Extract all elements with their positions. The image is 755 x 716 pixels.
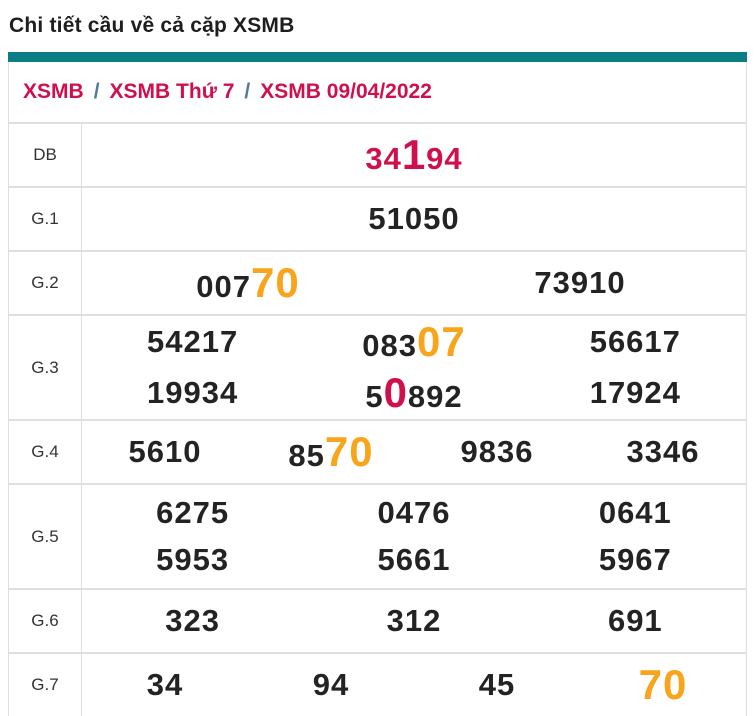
breadcrumb-separator: /	[244, 80, 251, 103]
prize-number: 34194	[82, 131, 746, 179]
prize-number: 70	[580, 661, 746, 709]
prize-number: 5967	[525, 542, 746, 578]
digits: 54217	[147, 324, 239, 360]
prize-number: 0641	[525, 495, 746, 531]
highlighted-digits: 0	[383, 368, 408, 416]
digits: 5610	[128, 434, 202, 469]
digits: 56617	[589, 324, 681, 360]
row-label: G.4	[9, 421, 82, 483]
row-label: G.1	[9, 188, 82, 250]
highlighted-digits: 07	[417, 318, 466, 366]
accent-bar	[8, 52, 747, 62]
row-label: G.7	[9, 654, 82, 716]
digits: 34	[146, 667, 184, 702]
digits: 083	[362, 328, 417, 364]
digits: 323	[165, 603, 221, 638]
row-label: G.3	[9, 316, 82, 419]
breadcrumb-link-xsmb-date[interactable]: XSMB 09/04/2022	[260, 80, 432, 103]
row-numbers: 00770 73910	[82, 252, 746, 314]
digits: 34	[365, 141, 402, 176]
table-row: G.2 00770 73910	[9, 250, 746, 314]
digits: 85	[288, 438, 325, 473]
row-numbers: 54217 08307 56617 19934 50892 17924	[82, 316, 746, 419]
prize-number: 0476	[303, 495, 524, 531]
digits: 892	[407, 378, 463, 414]
prize-number: 5610	[82, 434, 248, 470]
row-numbers: 34194	[82, 124, 746, 186]
row-numbers: 34 94 45 70	[82, 654, 746, 716]
table-row: G.1 51050	[9, 186, 746, 250]
row-label: G.5	[9, 485, 82, 588]
digits: 3346	[626, 434, 700, 469]
prize-number: 56617	[525, 324, 746, 360]
highlighted-digits: 70	[638, 661, 688, 708]
digits: 691	[607, 603, 663, 638]
prize-number: 691	[525, 603, 746, 639]
digits: 94	[312, 667, 350, 702]
table-row: G.5 6275 0476 0641 5953 5661 5967	[9, 483, 746, 588]
row-numbers: 323 312 691	[82, 590, 746, 652]
highlighted-digits: 70	[324, 428, 374, 475]
digits: 94	[426, 141, 463, 176]
prize-number: 08307	[303, 318, 524, 366]
row-numbers: 51050	[82, 188, 746, 250]
breadcrumb-link-xsmb-thu7[interactable]: XSMB Thứ 7	[109, 80, 235, 103]
digits: 0641	[598, 495, 672, 531]
digits: 5	[365, 378, 384, 414]
prize-number: 51050	[82, 201, 746, 237]
prize-number: 17924	[525, 375, 746, 411]
table-row: DB 34194	[9, 122, 746, 186]
prize-number: 54217	[82, 324, 303, 360]
prize-table-body: DB 34194 G.1 51050 G.2 00770 73910 G.3 54217 0830…	[9, 122, 746, 716]
digits: 45	[478, 667, 516, 702]
digits: 0476	[377, 495, 451, 531]
digits: 312	[386, 603, 442, 638]
digits: 5953	[156, 541, 230, 577]
prize-number: 323	[82, 603, 303, 639]
prize-number: 8570	[248, 428, 414, 476]
row-label: G.6	[9, 590, 82, 652]
prize-number: 94	[248, 667, 414, 703]
prize-number: 6275	[82, 495, 303, 531]
table-row: G.3 54217 08307 56617 19934 50892 17924	[9, 314, 746, 419]
prize-number: 50892	[303, 369, 524, 417]
page-title: Chi tiết cầu về cả cặp XSMB	[9, 14, 295, 37]
row-numbers: 6275 0476 0641 5953 5661 5967	[82, 485, 746, 588]
table-row: G.4 5610 8570 9836 3346	[9, 419, 746, 483]
prize-number: 5953	[82, 542, 303, 578]
highlighted-digits: 70	[251, 259, 300, 306]
table-row: G.7 34 94 45 70	[9, 652, 746, 716]
digits: 51050	[368, 201, 460, 236]
prize-number: 19934	[82, 375, 303, 411]
row-numbers: 5610 8570 9836 3346	[82, 421, 746, 483]
digits: 5967	[598, 541, 672, 577]
breadcrumb-separator: /	[93, 80, 100, 103]
breadcrumb-link-xsmb[interactable]: XSMB	[23, 80, 84, 103]
breadcrumb: XSMB / XSMB Thứ 7 / XSMB 09/04/2022	[9, 62, 746, 122]
prize-number: 00770	[82, 259, 414, 307]
digits: 19934	[147, 374, 239, 410]
digits: 6275	[156, 495, 230, 531]
prize-number: 9836	[414, 434, 580, 470]
prize-number: 312	[303, 603, 524, 639]
row-label: G.2	[9, 252, 82, 314]
highlighted-digits: 1	[401, 131, 427, 178]
digits: 73910	[534, 265, 626, 300]
prize-number: 73910	[414, 265, 746, 301]
row-label: DB	[9, 124, 82, 186]
prize-number: 5661	[303, 542, 524, 578]
digits: 007	[196, 269, 251, 304]
prize-number: 45	[414, 667, 580, 703]
results-panel: XSMB / XSMB Thứ 7 / XSMB 09/04/2022 DB 34…	[8, 52, 747, 716]
prize-number: 34	[82, 667, 248, 703]
digits: 5661	[377, 541, 451, 577]
table-row: G.6 323 312 691	[9, 588, 746, 652]
prize-number: 3346	[580, 434, 746, 470]
digits: 17924	[589, 374, 681, 410]
digits: 9836	[460, 434, 534, 469]
